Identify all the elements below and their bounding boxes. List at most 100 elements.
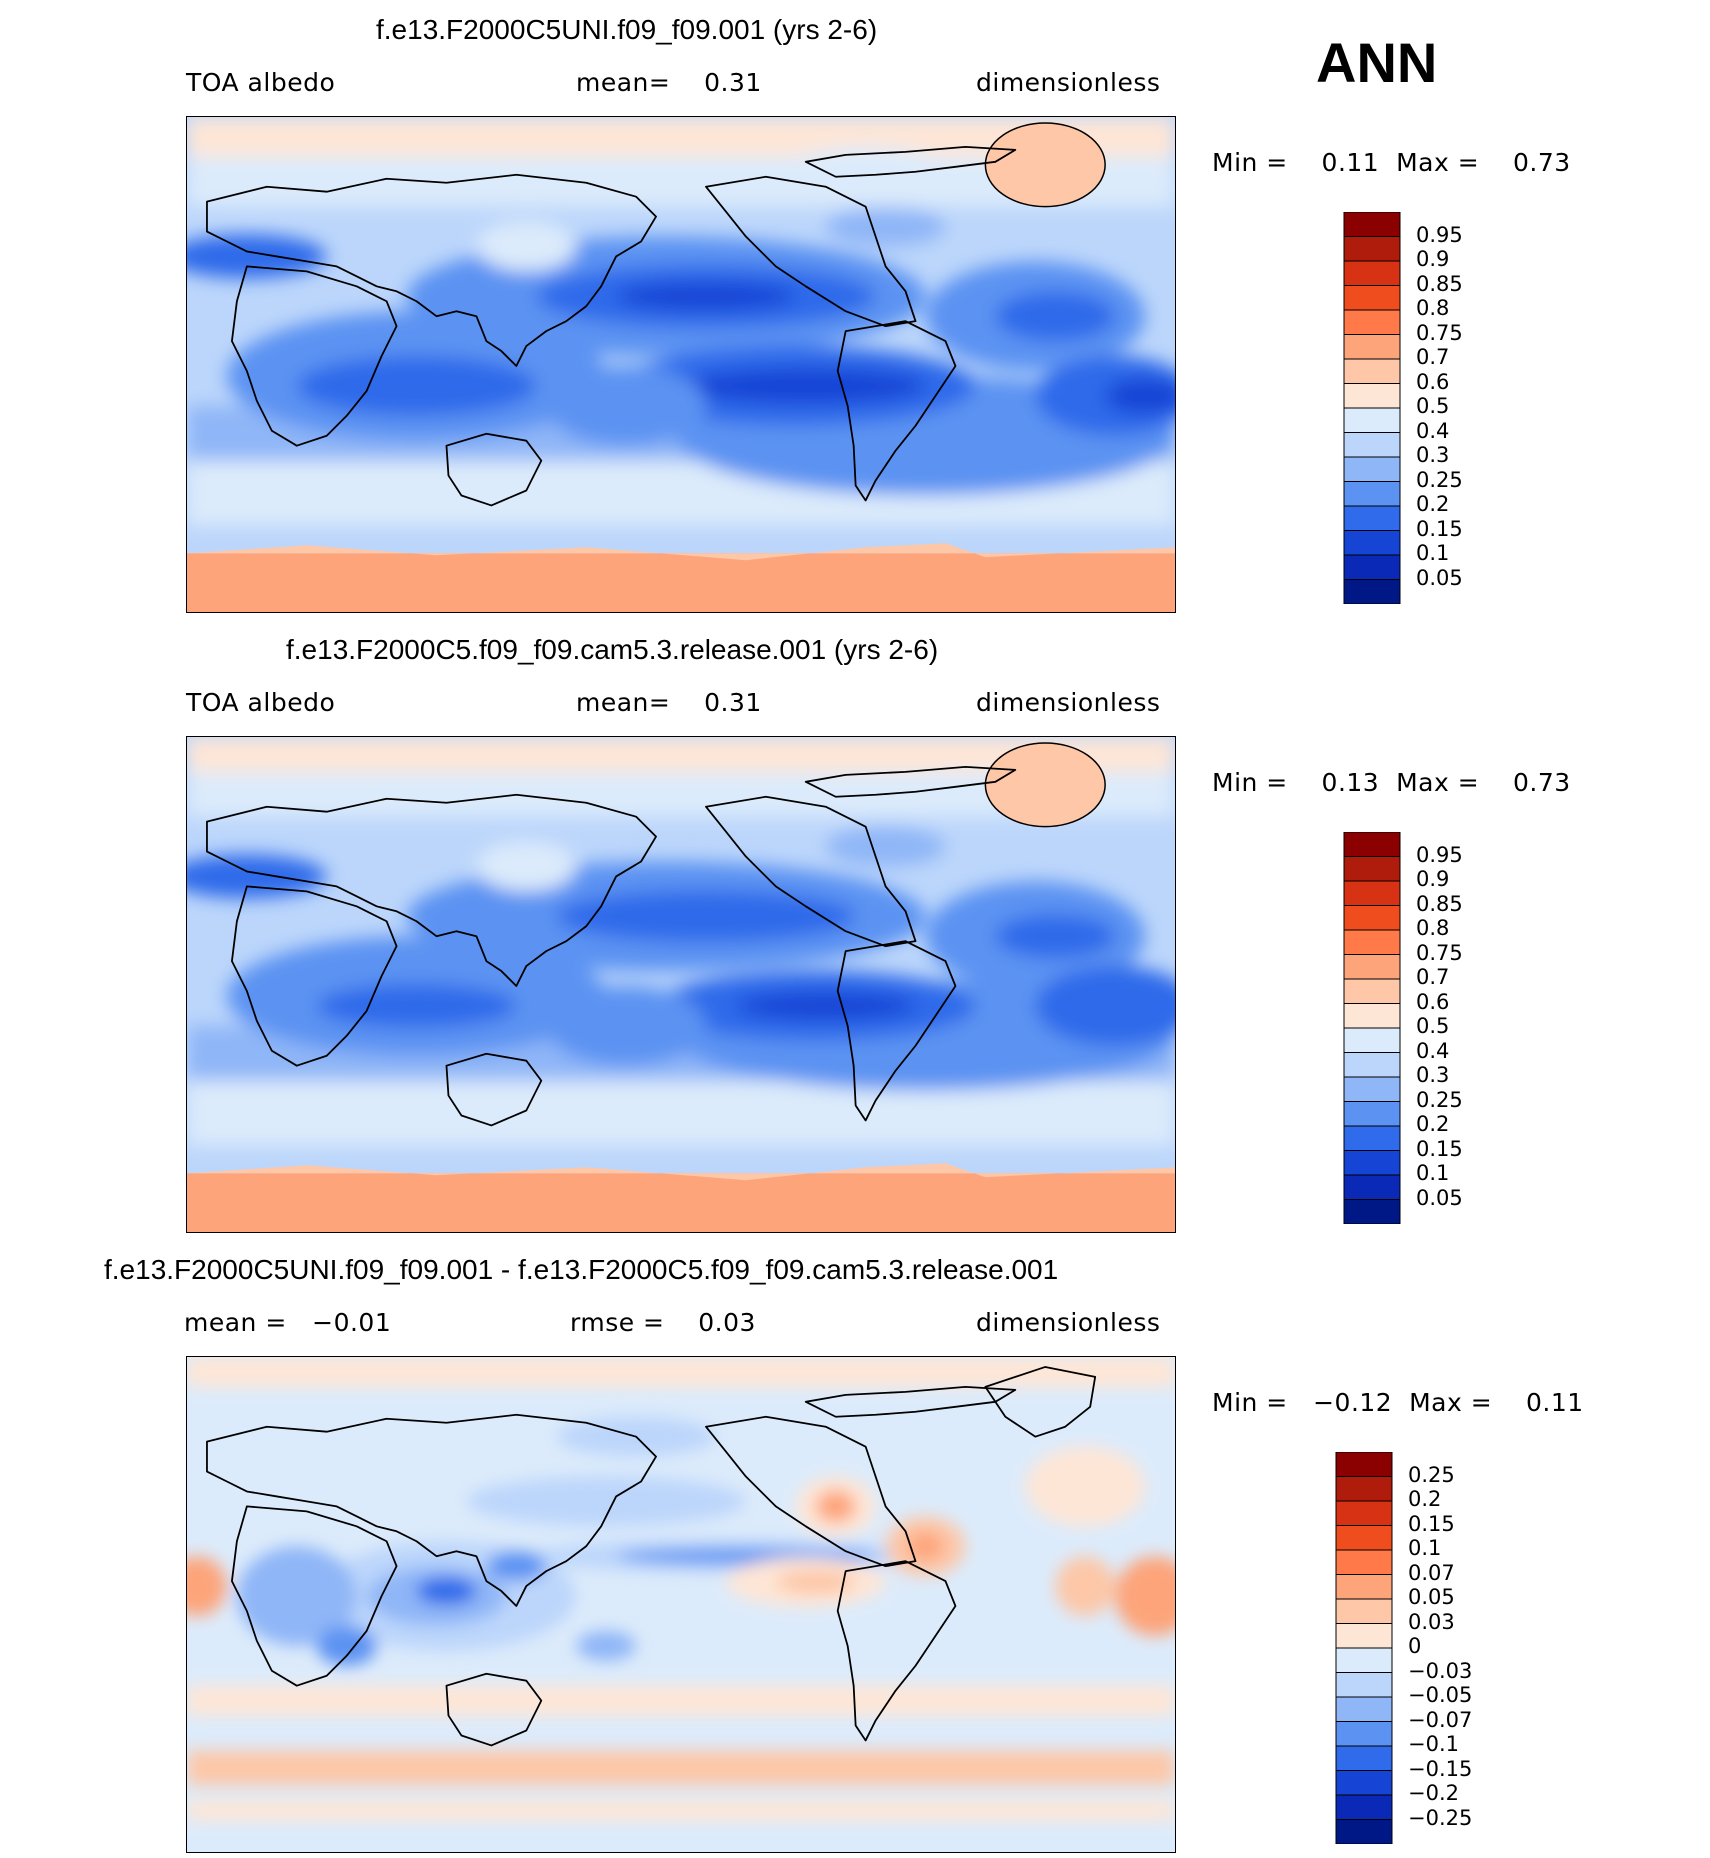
panel1-colorbar-label: 0.8 (1416, 296, 1450, 320)
panel2-colorbar-swatch (1343, 929, 1401, 955)
panel2-colorbar-swatch (1343, 856, 1401, 882)
panel2-colorbar-label: 0.2 (1416, 1112, 1450, 1136)
panel2-colorbar-label: 0.15 (1416, 1136, 1463, 1161)
panel1-colorbar-swatch (1343, 530, 1401, 556)
panel3-colorbar-swatch (1335, 1525, 1393, 1551)
panel3-colorbar-swatch (1335, 1794, 1393, 1820)
panel2-colorbar-swatch (1343, 1174, 1401, 1200)
panel2-colorbar-swatch (1343, 1003, 1401, 1029)
panel1-colorbar-label: 0.15 (1416, 516, 1463, 541)
panel3-colorbar-swatch (1335, 1598, 1393, 1624)
panel1-colorbar-swatch (1343, 309, 1401, 335)
panel3-colorbar-label: −0.2 (1408, 1781, 1459, 1805)
panel2-colorbar-label: 0.3 (1416, 1063, 1450, 1087)
panel1-colorbar (1343, 212, 1403, 604)
panel3-minmax: Min = −0.12 Max = 0.11 (1212, 1388, 1584, 1417)
panel2-colorbar-swatch (1343, 1027, 1401, 1053)
panel3-rmse: rmse = 0.03 (570, 1308, 756, 1337)
panel3-colorbar-swatch (1335, 1476, 1393, 1502)
season-label: ANN (1316, 31, 1438, 94)
panel1-colorbar-swatch (1343, 334, 1401, 360)
panel1-colorbar-swatch (1343, 236, 1401, 262)
panel3-colorbar-label: 0.2 (1408, 1487, 1442, 1511)
panel2-colorbar-labels: 0.95 0.9 0.85 0.8 0.75 0.7 0.6 0.5 0.4 0.3 0.25 0.2… (1416, 832, 1506, 1224)
panel3-colorbar-swatch (1335, 1696, 1393, 1722)
panel1-colorbar-swatch (1343, 285, 1401, 311)
panel2-colorbar-label: 0.6 (1416, 989, 1450, 1014)
panel2-colorbar-svg (1343, 832, 1401, 1224)
panel3-colorbar-label: 0.25 (1408, 1462, 1455, 1487)
panel2-colorbar-swatch (1343, 1199, 1401, 1224)
panel1-colorbar-swatch (1343, 212, 1401, 237)
panel1-map (186, 116, 1176, 613)
panel2-colorbar-swatch (1343, 905, 1401, 931)
panel1-colorbar-swatch (1343, 383, 1401, 409)
panel1-mean: mean= 0.31 (576, 68, 762, 97)
panel3-colorbar-swatch (1335, 1500, 1393, 1526)
panel3-colorbar-swatch (1335, 1672, 1393, 1698)
panel3-colorbar-label: −0.05 (1408, 1683, 1473, 1707)
panel2-colorbar-label: 0.4 (1416, 1038, 1450, 1063)
panel1-colorbar-label: 0.3 (1416, 443, 1450, 467)
panel2-colorbar-label: 0.7 (1416, 965, 1450, 989)
panel2-colorbar-label: 0.75 (1416, 940, 1463, 965)
panel3-colorbar-label: 0 (1408, 1634, 1422, 1658)
panel1-colorbar-swatch (1343, 481, 1401, 507)
panel2-colorbar-label: 0.25 (1416, 1087, 1463, 1112)
panel2-colorbar-swatch (1343, 832, 1401, 857)
panel1-variable: TOA albedo (186, 68, 336, 97)
panel1-colorbar-swatch (1343, 407, 1401, 433)
panel1-map-svg (187, 117, 1175, 612)
panel1-colorbar-label: 0.7 (1416, 345, 1450, 369)
panel3-colorbar-label: 0.03 (1408, 1609, 1455, 1634)
panel2-title: f.e13.F2000C5.f09_f09.cam5.3.release.001… (286, 634, 939, 665)
panel2-colorbar-swatch (1343, 880, 1401, 906)
panel3-colorbar-swatch (1335, 1549, 1393, 1575)
panel2-colorbar-swatch (1343, 978, 1401, 1004)
panel3-colorbar-label: −0.15 (1408, 1756, 1473, 1781)
panel2-minmax: Min = 0.13 Max = 0.73 (1212, 768, 1571, 797)
panel1-colorbar-swatch (1343, 432, 1401, 458)
panel1-colorbar-label: 0.05 (1416, 565, 1463, 590)
panel3-colorbar (1335, 1452, 1395, 1844)
panel1-colorbar-swatch (1343, 554, 1401, 580)
panel3-units: dimensionless (976, 1308, 1161, 1337)
panel1-colorbar-label: 0.4 (1416, 418, 1450, 443)
panel3-colorbar-swatch (1335, 1745, 1393, 1771)
panel2-colorbar-swatch (1343, 1052, 1401, 1078)
panel2-colorbar-label: 0.5 (1416, 1014, 1450, 1038)
panel3-colorbar-label: −0.03 (1408, 1658, 1473, 1683)
panel2-mean: mean= 0.31 (576, 688, 762, 717)
panel2-units: dimensionless (976, 688, 1161, 717)
panel3-colorbar-label: 0.07 (1408, 1560, 1455, 1585)
panel1-colorbar-swatch (1343, 260, 1401, 286)
panel3-colorbar-svg (1335, 1452, 1393, 1844)
panel3-colorbar-swatch (1335, 1721, 1393, 1747)
panel3-colorbar-swatch (1335, 1770, 1393, 1796)
panel3-colorbar-label: −0.1 (1408, 1732, 1459, 1756)
panel2-colorbar-swatch (1343, 1101, 1401, 1127)
panel2-colorbar-label: 0.05 (1416, 1185, 1463, 1210)
panel1-colorbar-label: 0.85 (1416, 271, 1463, 296)
panel1-colorbar-labels: 0.95 0.9 0.85 0.8 0.75 0.7 0.6 0.5 0.4 0.3 0.25 0.2… (1416, 212, 1506, 604)
panel1-colorbar-swatch (1343, 505, 1401, 531)
panel1-colorbar-swatch (1343, 456, 1401, 482)
panel2-map (186, 736, 1176, 1233)
panel1-colorbar-label: 0.75 (1416, 320, 1463, 345)
panel3-colorbar-label: 0.05 (1408, 1585, 1455, 1609)
panel1-colorbar-label: 0.9 (1416, 247, 1450, 271)
panel1-units: dimensionless (976, 68, 1161, 97)
panel3-colorbar-label: 0.1 (1408, 1536, 1442, 1560)
panel3-mean: mean = −0.01 (184, 1308, 392, 1337)
panel2-colorbar-swatch (1343, 1076, 1401, 1102)
panel2-variable: TOA albedo (186, 688, 336, 717)
panel1-colorbar-swatch (1343, 579, 1401, 604)
panel3-colorbar-swatch (1335, 1574, 1393, 1600)
panel3-title: f.e13.F2000C5UNI.f09_f09.001 - f.e13.F20… (104, 1254, 1059, 1285)
panel1-colorbar-label: 0.1 (1416, 541, 1450, 565)
panel3-colorbar-swatch (1335, 1623, 1393, 1649)
panel2-colorbar (1343, 832, 1403, 1224)
panel1-colorbar-svg (1343, 212, 1401, 604)
panel2-colorbar-label: 0.8 (1416, 916, 1450, 940)
panel2-colorbar-swatch (1343, 1125, 1401, 1151)
